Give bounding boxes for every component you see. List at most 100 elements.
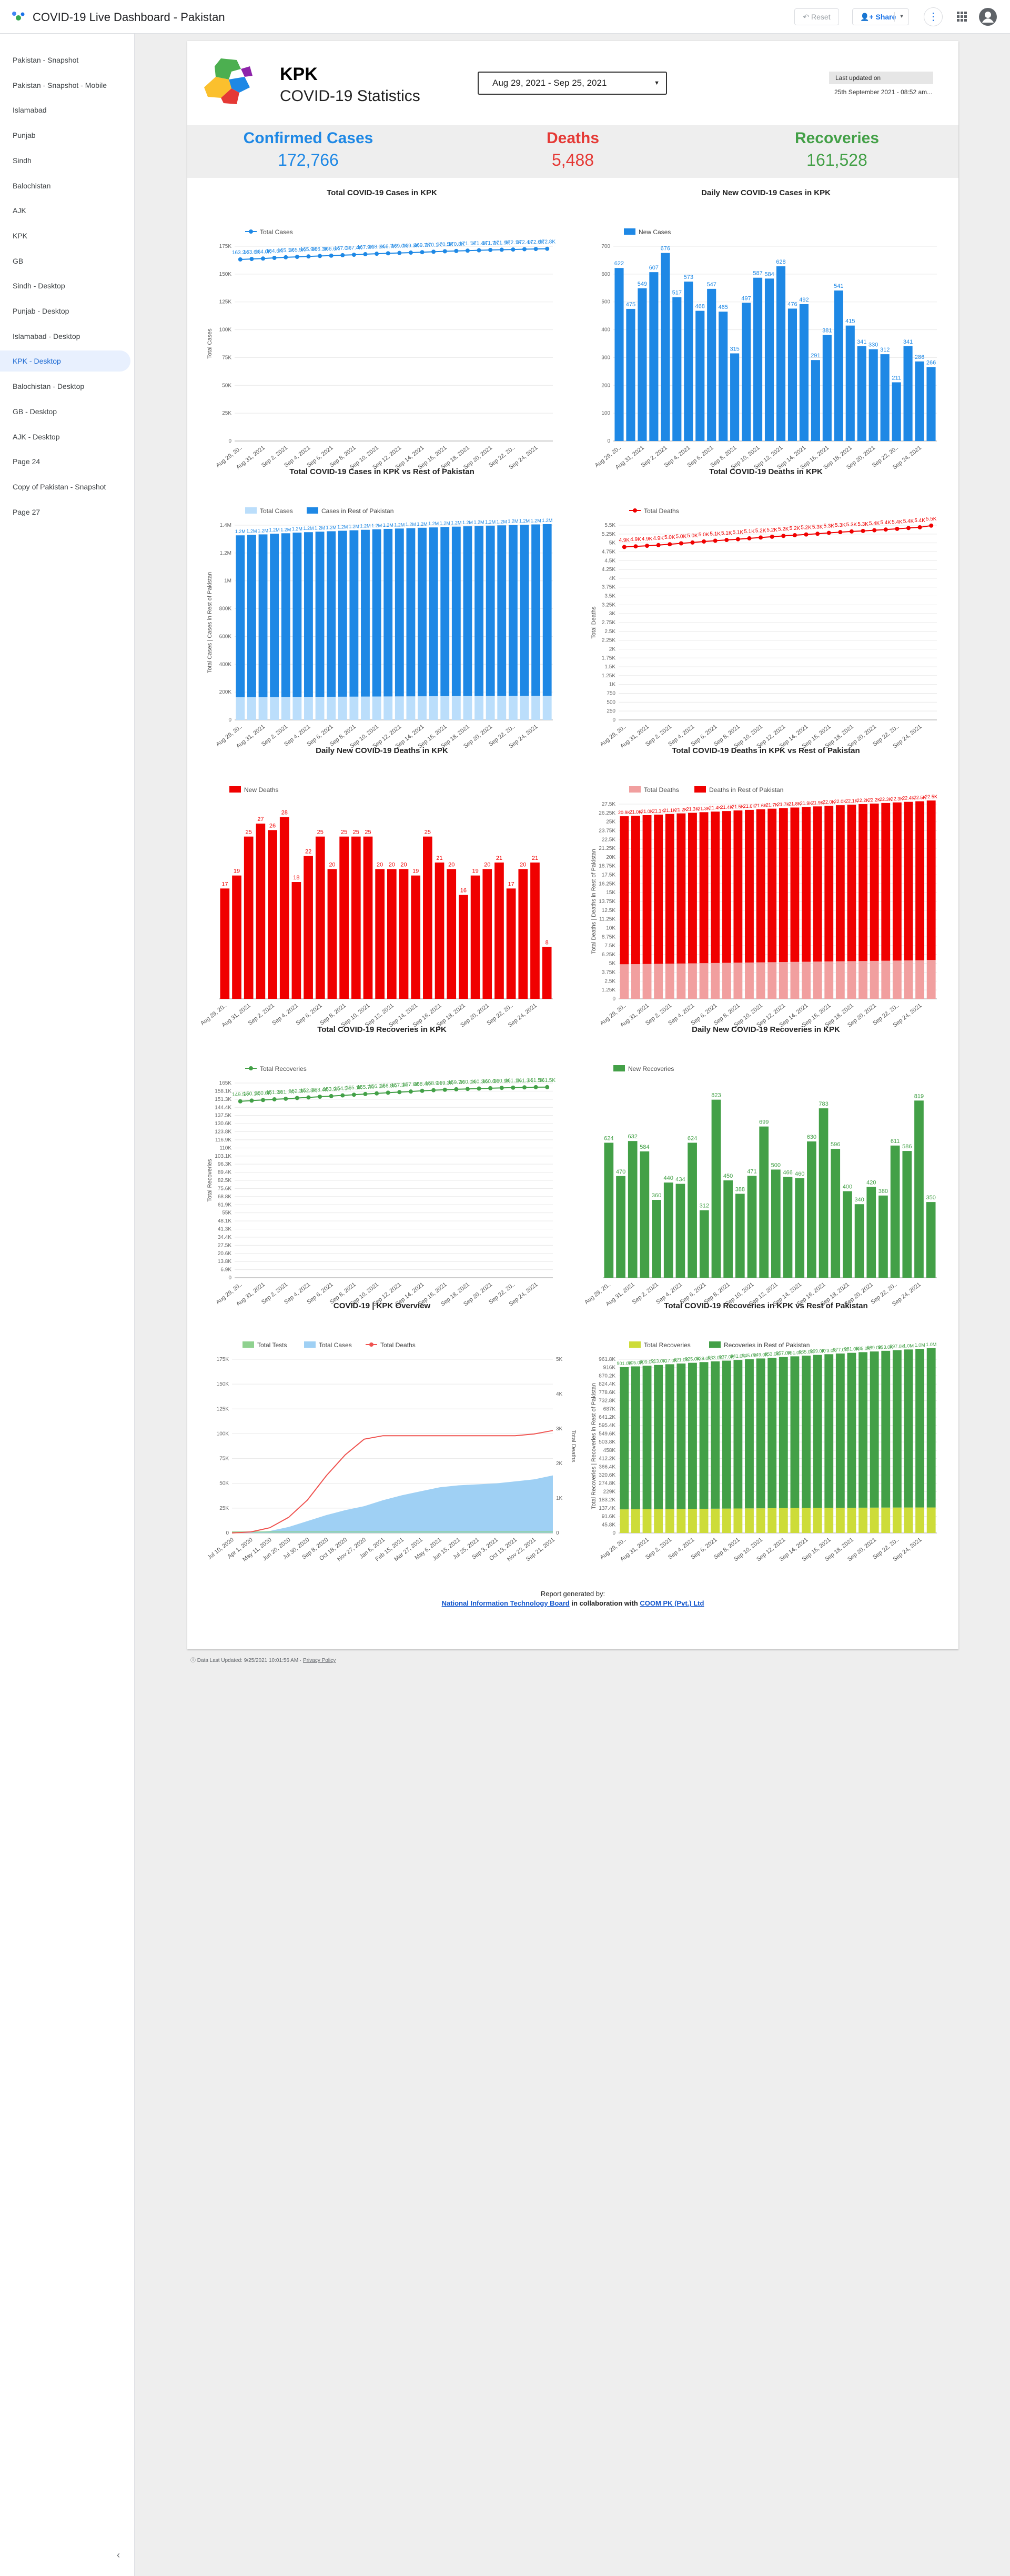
data-label: 169.0K <box>391 244 408 249</box>
sidebar-item-gb-desktop[interactable]: GB - Desktop <box>13 407 57 416</box>
chart-total-recoveries[interactable]: Total COVID-19 Recoveries in KPK Total Re… <box>203 1025 561 1320</box>
data-point <box>442 1087 447 1092</box>
data-label: 25 <box>341 829 347 836</box>
data-point <box>318 1095 322 1099</box>
apps-grid-icon[interactable] <box>956 11 967 22</box>
bar-kpk <box>676 1509 686 1533</box>
privacy-policy-link[interactable]: Privacy Policy <box>303 1658 336 1663</box>
bar <box>843 1191 852 1278</box>
data-label: 492 <box>799 297 809 303</box>
sidebar-item-sindh-desktop[interactable]: Sindh - Desktop <box>13 282 65 290</box>
chart-daily-recoveries[interactable]: Daily New COVID-19 Recoveries in KPK New … <box>583 1025 945 1320</box>
y-tick-label: 0 <box>607 438 610 444</box>
sidebar-item-balochistan-desktop[interactable]: Balochistan - Desktop <box>13 382 85 391</box>
bar <box>351 836 361 999</box>
share-button[interactable]: 👤+ Share ▼ <box>852 8 909 25</box>
chart-kpk-overview[interactable]: COVID-19 | KPK Overview Total Tests Total … <box>203 1301 577 1575</box>
chart-daily-deaths[interactable]: Daily New COVID-19 Deaths in KPK New Deat… <box>199 746 561 1041</box>
kpi-scorecards: Confirmed Cases 172,766 Deaths 5,488 Rec… <box>187 125 958 178</box>
legend-swatch <box>613 1065 625 1071</box>
chart-deaths-vs-rest[interactable]: Total COVID-19 Deaths in KPK vs Rest of … <box>587 746 945 1041</box>
bar <box>699 1210 709 1278</box>
y-tick-label: 15K <box>606 890 615 896</box>
bar <box>244 836 254 999</box>
report-footer: Report generated by: National Informatio… <box>187 1589 958 1608</box>
sidebar-item-balochistan[interactable]: Balochistan <box>13 181 51 190</box>
y2-tick-label: 5K <box>556 1357 563 1362</box>
data-label: 20 <box>484 861 490 868</box>
coom-link[interactable]: COOM PK (Pvt.) Ltd <box>640 1599 704 1607</box>
data-label: 699 <box>759 1119 769 1126</box>
sidebar-item-page-27[interactable]: Page 27 <box>13 507 41 516</box>
y-tick-label: 2.5K <box>604 978 615 984</box>
sidebar-item-sindh[interactable]: Sindh <box>13 156 32 165</box>
collapse-sidebar-button[interactable]: ‹ <box>117 2550 120 2560</box>
chart-title: COVID-19 | KPK Overview <box>333 1301 431 1310</box>
y2-tick-label: 3K <box>556 1426 563 1432</box>
y2-tick-label: 2K <box>556 1461 563 1467</box>
data-label: 415 <box>845 318 855 325</box>
bar-kpk <box>858 961 867 999</box>
data-point <box>724 538 729 543</box>
bar-rest <box>779 1357 788 1508</box>
data-label: 151.7K <box>277 1089 294 1095</box>
bar <box>399 869 409 999</box>
data-label: 917.0K <box>662 1358 678 1363</box>
y-tick-label: 11.25K <box>599 917 615 923</box>
bar-kpk <box>847 1508 856 1533</box>
sidebar-item-punjab[interactable]: Punjab <box>13 131 36 140</box>
sidebar-item-pakistan-snapshot-mobile[interactable]: Pakistan - Snapshot - Mobile <box>13 81 107 89</box>
reset-button[interactable]: ↶ Reset <box>794 8 839 25</box>
sidebar-item-punjab-desktop[interactable]: Punjab - Desktop <box>13 307 69 315</box>
nitb-link[interactable]: National Information Technology Board <box>441 1599 570 1607</box>
more-options-button[interactable]: ⋮ <box>924 7 943 26</box>
data-label: 22 <box>305 849 311 855</box>
y-tick-label: 45.8K <box>602 1522 615 1528</box>
sidebar-item-ajk-desktop[interactable]: AJK - Desktop <box>13 432 60 441</box>
report-page: KPK COVID-19 Statistics Aug 29, 2021 - S… <box>187 41 958 1649</box>
bar <box>640 1151 650 1278</box>
bar-rest <box>654 1365 663 1509</box>
bar <box>866 1187 876 1278</box>
sidebar-item-gb[interactable]: GB <box>13 256 24 265</box>
chart-total-cases[interactable]: Total COVID-19 Cases in KPK Total Cases 0 2… <box>203 188 561 483</box>
bar-rest <box>665 814 674 964</box>
chart-recoveries-vs-rest[interactable]: Total COVID-19 Recoveries in KPK vs Rest… <box>587 1301 945 1575</box>
data-label: 450 <box>723 1173 733 1179</box>
bar-rest <box>745 1359 754 1509</box>
y-tick-label: 41.3K <box>218 1227 231 1232</box>
data-label: 5.4K <box>880 520 891 526</box>
chart-title: Total COVID-19 Cases in KPK <box>327 188 437 197</box>
sidebar-item-pakistan-snapshot[interactable]: Pakistan - Snapshot <box>13 56 79 64</box>
chart-total-deaths[interactable]: Total COVID-19 Deaths in KPK Total Deaths… <box>587 467 945 762</box>
y-tick-label: 200 <box>601 383 610 388</box>
sidebar-item-page-24[interactable]: Page 24 <box>13 457 41 466</box>
bar-rest <box>349 530 359 697</box>
sidebar-item-islamabad[interactable]: Islamabad <box>13 106 47 115</box>
bar-rest <box>281 533 290 697</box>
bar-rest <box>429 527 438 697</box>
chevron-down-icon[interactable]: ▼ <box>899 14 904 19</box>
date-range-picker[interactable]: Aug 29, 2021 - Sep 25, 2021 ▼ <box>478 72 667 95</box>
kpi-value: 5,488 <box>551 151 594 169</box>
bar-rest <box>835 1353 845 1508</box>
data-point <box>420 250 425 255</box>
bar <box>783 1177 793 1278</box>
account-avatar-icon[interactable] <box>978 7 997 26</box>
kpi-deaths: Deaths 5,488 <box>494 129 652 170</box>
data-point <box>351 1092 356 1097</box>
sidebar-item-islamabad-desktop[interactable]: Islamabad - Desktop <box>13 332 80 340</box>
chart-daily-cases[interactable]: Daily New COVID-19 Cases in KPK New Cases… <box>587 188 945 483</box>
bar-kpk <box>926 960 936 999</box>
bar-rest <box>676 813 686 964</box>
sidebar-item-copy-of-pakistan-snapshot[interactable]: Copy of Pakistan - Snapshot <box>13 482 106 491</box>
data-label: 167.0K <box>334 246 351 252</box>
chart-cases-vs-rest[interactable]: Total COVID-19 Cases in KPK vs Rest of P… <box>203 467 561 762</box>
legend-swatch <box>633 508 637 513</box>
bar <box>807 1141 816 1278</box>
sidebar-item-ajk[interactable]: AJK <box>13 206 26 215</box>
sidebar-item-kpk-desktop[interactable]: KPK - Desktop <box>0 350 130 372</box>
legend-swatch <box>624 228 635 235</box>
data-label: 380 <box>878 1188 888 1195</box>
sidebar-item-kpk[interactable]: KPK <box>13 231 28 240</box>
